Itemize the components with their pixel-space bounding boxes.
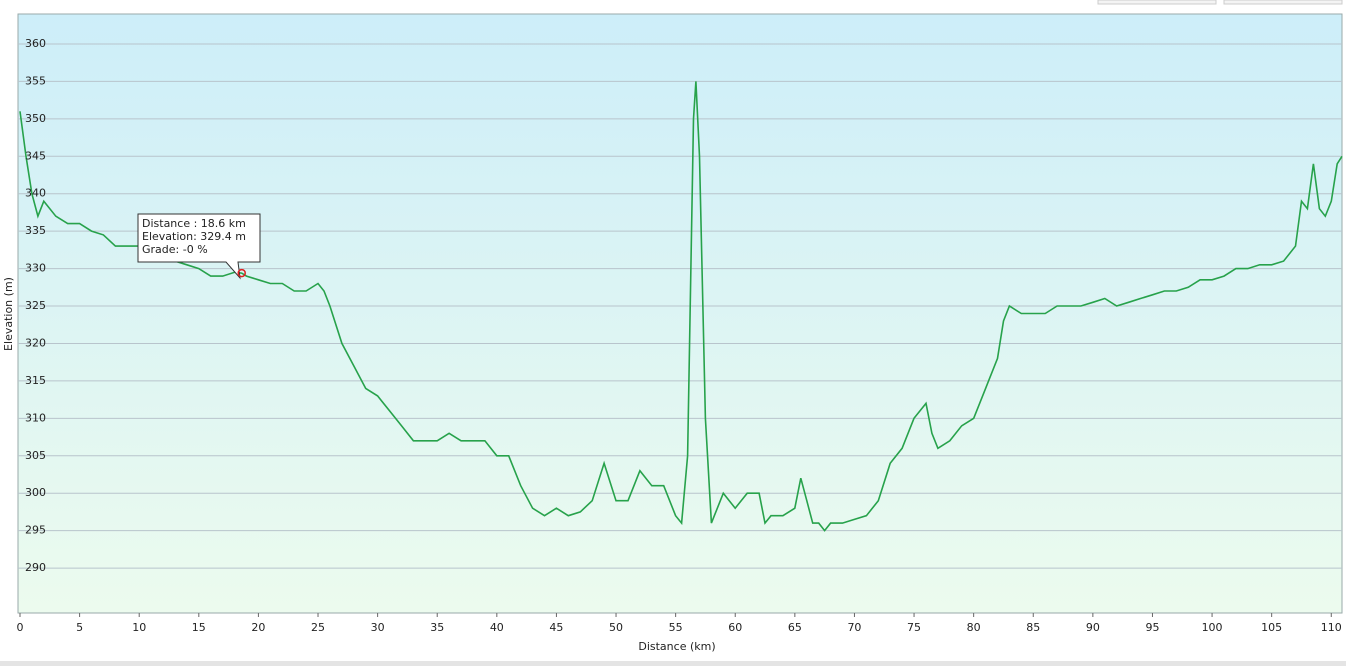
tooltip-line: Grade: -0 %: [142, 243, 208, 256]
footer-bar: [0, 661, 1346, 666]
x-tick-label: 100: [1202, 621, 1223, 634]
x-tick-label: 55: [669, 621, 683, 634]
x-tick-label: 90: [1086, 621, 1100, 634]
x-tick-label: 50: [609, 621, 623, 634]
x-tick-label: 70: [847, 621, 861, 634]
x-tick-label: 45: [549, 621, 563, 634]
y-tick-label: 335: [25, 224, 46, 237]
y-tick-label: 305: [25, 449, 46, 462]
y-tick-label: 290: [25, 561, 46, 574]
y-tick-label: 295: [25, 524, 46, 537]
x-tick-label: 20: [251, 621, 265, 634]
y-tick-label: 315: [25, 374, 46, 387]
x-tick-label: 5: [76, 621, 83, 634]
hover-marker: [237, 268, 246, 278]
x-tick-label: 105: [1261, 621, 1282, 634]
x-tick-label: 30: [371, 621, 385, 634]
y-tick-label: 310: [25, 411, 46, 424]
tooltip: Distance : 18.6 km Elevation: 329.4 m Gr…: [137, 213, 261, 280]
x-tick-label: 85: [1026, 621, 1040, 634]
x-tick-label: 60: [728, 621, 742, 634]
plot-area: [17, 13, 1343, 614]
tooltip-line: Distance : 18.6 km: [142, 217, 246, 230]
y-tick-label: 340: [25, 187, 46, 200]
y-axis-label: Elevation (m): [2, 277, 15, 351]
y-tick-label: 320: [25, 336, 46, 349]
y-tick-label: 360: [25, 37, 46, 50]
x-axis-label: Distance (km): [638, 640, 715, 653]
elevation-line: [19, 81, 1343, 532]
x-tick-label: 35: [430, 621, 444, 634]
tooltip-line: Elevation: 329.4 m: [142, 230, 246, 243]
x-tick-label: 15: [192, 621, 206, 634]
y-tick-label: 345: [25, 149, 46, 162]
x-tick-label: 40: [490, 621, 504, 634]
x-tick-label: 95: [1145, 621, 1159, 634]
y-tick-label: 330: [25, 262, 46, 275]
x-tick-label: 75: [907, 621, 921, 634]
x-tick-label: 65: [788, 621, 802, 634]
x-tick-label: 25: [311, 621, 325, 634]
x-tick-label: 80: [967, 621, 981, 634]
y-tick-label: 300: [25, 486, 46, 499]
y-tick-label: 325: [25, 299, 46, 312]
toolbar-button[interactable]: [1223, 0, 1343, 5]
x-tick-label: 0: [17, 621, 24, 634]
y-tick-label: 350: [25, 112, 46, 125]
toolbar-button[interactable]: [1097, 0, 1217, 5]
y-tick-label: 355: [25, 74, 46, 87]
x-tick-label: 10: [132, 621, 146, 634]
x-tick-label: 110: [1321, 621, 1342, 634]
